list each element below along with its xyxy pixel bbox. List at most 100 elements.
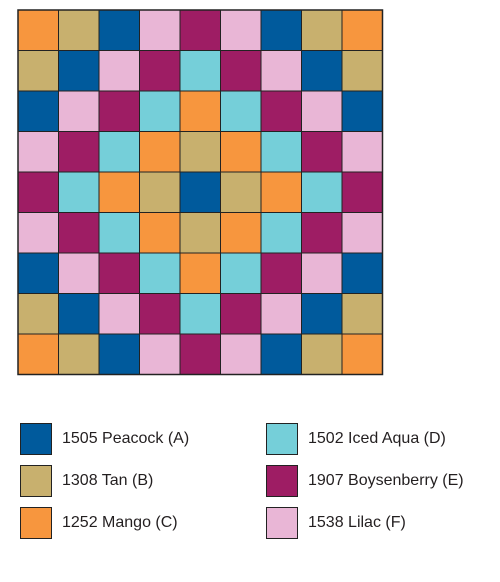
quilt-square-r1-c2 [98, 50, 140, 92]
quilt-square-r6-c3 [139, 252, 181, 294]
quilt-square-r5-c6 [260, 212, 302, 254]
quilt-square-r4-c0 [17, 171, 59, 213]
legend-item-mango: 1252 Mango (C) [20, 506, 178, 540]
quilt-square-r1-c5 [220, 50, 262, 92]
quilt-square-r1-c4 [179, 50, 221, 92]
quilt-square-r0-c0 [17, 9, 59, 51]
legend-swatch-iced-aqua [266, 423, 298, 455]
quilt-square-r7-c4 [179, 293, 221, 335]
quilt-square-r5-c8 [341, 212, 383, 254]
quilt-square-r4-c3 [139, 171, 181, 213]
legend-label-iced-aqua: 1502 Iced Aqua (D) [308, 430, 446, 447]
quilt-square-r2-c8 [341, 90, 383, 132]
quilt-square-r3-c7 [301, 131, 343, 173]
quilt-square-r0-c8 [341, 9, 383, 51]
quilt-square-r2-c4 [179, 90, 221, 132]
quilt-square-r8-c4 [179, 333, 221, 375]
quilt-square-r5-c7 [301, 212, 343, 254]
quilt-square-r0-c3 [139, 9, 181, 51]
legend-item-iced-aqua: 1502 Iced Aqua (D) [266, 422, 446, 456]
quilt-square-r8-c8 [341, 333, 383, 375]
quilt-square-r1-c0 [17, 50, 59, 92]
legend-label-tan: 1308 Tan (B) [62, 472, 154, 489]
quilt-square-r6-c0 [17, 252, 59, 294]
quilt-square-r8-c7 [301, 333, 343, 375]
legend-swatch-mango [20, 507, 52, 539]
quilt-square-r7-c0 [17, 293, 59, 335]
quilt-square-r8-c2 [98, 333, 140, 375]
quilt-square-r1-c6 [260, 50, 302, 92]
quilt-square-r6-c4 [179, 252, 221, 294]
quilt-square-r5-c3 [139, 212, 181, 254]
quilt-square-r2-c1 [58, 90, 100, 132]
quilt-square-r3-c1 [58, 131, 100, 173]
legend-item-boysenberry: 1907 Boysenberry (E) [266, 464, 464, 498]
quilt-square-r7-c1 [58, 293, 100, 335]
quilt-square-r2-c3 [139, 90, 181, 132]
quilt-square-r6-c8 [341, 252, 383, 294]
legend-label-peacock: 1505 Peacock (A) [62, 430, 190, 447]
quilt-square-r4-c8 [341, 171, 383, 213]
quilt-square-r6-c6 [260, 252, 302, 294]
quilt-square-r7-c7 [301, 293, 343, 335]
quilt-square-r7-c8 [341, 293, 383, 335]
quilt-square-r2-c6 [260, 90, 302, 132]
quilt-square-r4-c7 [301, 171, 343, 213]
quilt-square-r0-c2 [98, 9, 140, 51]
quilt-square-r1-c7 [301, 50, 343, 92]
quilt-square-r4-c1 [58, 171, 100, 213]
quilt-square-r5-c5 [220, 212, 262, 254]
quilt-square-r4-c4 [179, 171, 221, 213]
quilt-square-r2-c5 [220, 90, 262, 132]
quilt-square-r0-c6 [260, 9, 302, 51]
quilt-square-r0-c4 [179, 9, 221, 51]
quilt-square-r7-c2 [98, 293, 140, 335]
quilt-square-r2-c0 [17, 90, 59, 132]
quilt-square-r7-c6 [260, 293, 302, 335]
quilt-square-r6-c5 [220, 252, 262, 294]
quilt-square-r6-c2 [98, 252, 140, 294]
legend-swatch-boysenberry [266, 465, 298, 497]
legend-item-tan: 1308 Tan (B) [20, 464, 153, 498]
quilt-square-r1-c8 [341, 50, 383, 92]
legend-label-lilac: 1538 Lilac (F) [308, 514, 406, 531]
legend-swatch-tan [20, 465, 52, 497]
quilt-square-r8-c0 [17, 333, 59, 375]
quilt-square-r5-c2 [98, 212, 140, 254]
quilt-square-r2-c7 [301, 90, 343, 132]
legend-item-lilac: 1538 Lilac (F) [266, 506, 406, 540]
quilt-square-r6-c1 [58, 252, 100, 294]
quilt-border [17, 9, 384, 376]
quilt-square-r5-c1 [58, 212, 100, 254]
legend-swatch-lilac [266, 507, 298, 539]
quilt-square-r8-c1 [58, 333, 100, 375]
quilt-square-r2-c2 [98, 90, 140, 132]
quilt-square-r3-c8 [341, 131, 383, 173]
quilt-square-r4-c6 [260, 171, 302, 213]
quilt-square-r3-c0 [17, 131, 59, 173]
legend-label-boysenberry: 1907 Boysenberry (E) [308, 472, 464, 489]
quilt-square-r8-c6 [260, 333, 302, 375]
quilt-square-r5-c4 [179, 212, 221, 254]
quilt-square-r4-c5 [220, 171, 262, 213]
quilt-square-r5-c0 [17, 212, 59, 254]
quilt-square-r3-c3 [139, 131, 181, 173]
quilt-square-r3-c6 [260, 131, 302, 173]
legend-item-peacock: 1505 Peacock (A) [20, 422, 189, 456]
quilt-square-r0-c7 [301, 9, 343, 51]
quilt-square-r3-c4 [179, 131, 221, 173]
quilt-square-r3-c2 [98, 131, 140, 173]
quilt-pattern-grid [17, 9, 384, 376]
legend-swatch-peacock [20, 423, 52, 455]
quilt-square-r8-c3 [139, 333, 181, 375]
quilt-square-r7-c5 [220, 293, 262, 335]
quilt-square-r1-c1 [58, 50, 100, 92]
quilt-square-r4-c2 [98, 171, 140, 213]
legend-label-mango: 1252 Mango (C) [62, 514, 178, 531]
quilt-square-r3-c5 [220, 131, 262, 173]
quilt-square-r0-c5 [220, 9, 262, 51]
quilt-square-r7-c3 [139, 293, 181, 335]
quilt-square-r6-c7 [301, 252, 343, 294]
quilt-square-r0-c1 [58, 9, 100, 51]
quilt-square-r8-c5 [220, 333, 262, 375]
